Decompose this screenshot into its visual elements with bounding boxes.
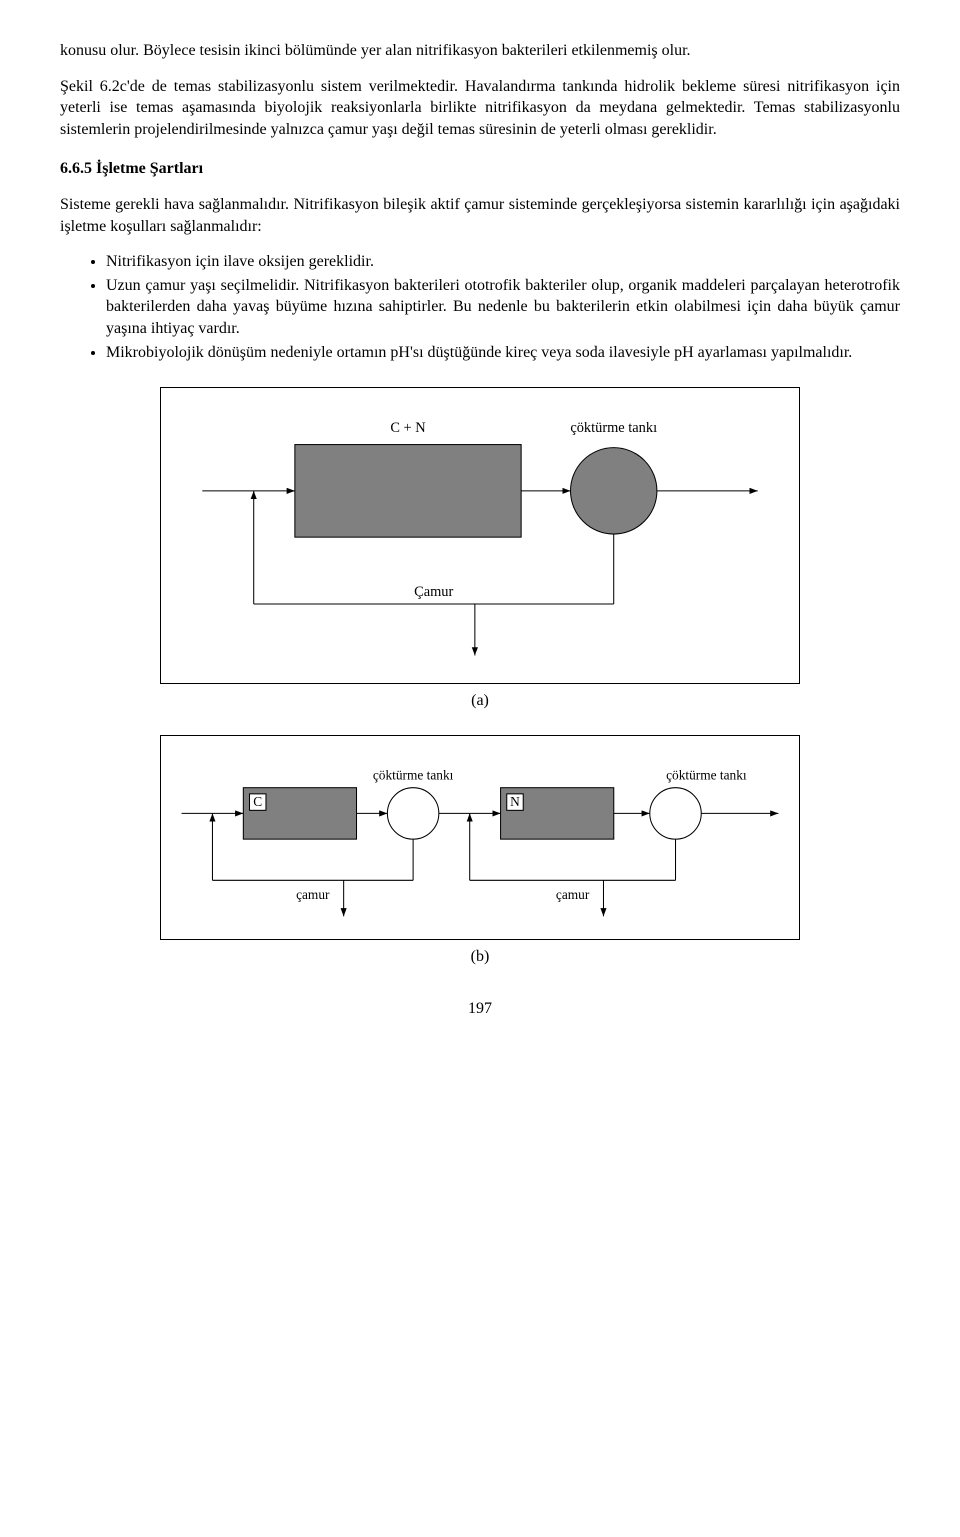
svg-text:C: C bbox=[253, 795, 262, 810]
diagram-b: Cçöktürme tankı Nçöktürme tankı çamur çamur bbox=[161, 736, 799, 932]
svg-text:çöktürme tankı: çöktürme tankı bbox=[570, 420, 657, 436]
body-paragraph: Sisteme gerekli hava sağlanmalıdır. Nitr… bbox=[60, 194, 900, 237]
svg-text:çamur: çamur bbox=[296, 887, 330, 902]
svg-text:N: N bbox=[510, 795, 520, 810]
section-heading: 6.6.5 İşletme Şartları bbox=[60, 158, 900, 180]
svg-text:çöktürme tankı: çöktürme tankı bbox=[666, 768, 747, 783]
bullet-list: Nitrifikasyon için ilave oksijen gerekli… bbox=[60, 251, 900, 363]
svg-text:çöktürme tankı: çöktürme tankı bbox=[373, 768, 454, 783]
list-item: Nitrifikasyon için ilave oksijen gerekli… bbox=[106, 251, 900, 273]
diagram-a-frame: C + N çöktürme tankı Çamur bbox=[160, 387, 800, 684]
list-item: Uzun çamur yaşı seçilmelidir. Nitrifikas… bbox=[106, 275, 900, 340]
svg-text:C + N: C + N bbox=[390, 420, 426, 436]
svg-text:Çamur: Çamur bbox=[414, 584, 453, 600]
svg-text:çamur: çamur bbox=[556, 887, 590, 902]
list-item: Mikrobiyolojik dönüşüm nedeniyle ortamın… bbox=[106, 342, 900, 364]
page-number: 197 bbox=[60, 998, 900, 1020]
diagram-a: C + N çöktürme tankı Çamur bbox=[161, 388, 799, 676]
body-paragraph: Şekil 6.2c'de de temas stabilizasyonlu s… bbox=[60, 76, 900, 141]
diagram-b-frame: Cçöktürme tankı Nçöktürme tankı çamur çamur bbox=[160, 735, 800, 940]
caption-b: (b) bbox=[60, 946, 900, 968]
caption-a: (a) bbox=[60, 690, 900, 712]
body-paragraph: konusu olur. Böylece tesisin ikinci bölü… bbox=[60, 40, 900, 62]
